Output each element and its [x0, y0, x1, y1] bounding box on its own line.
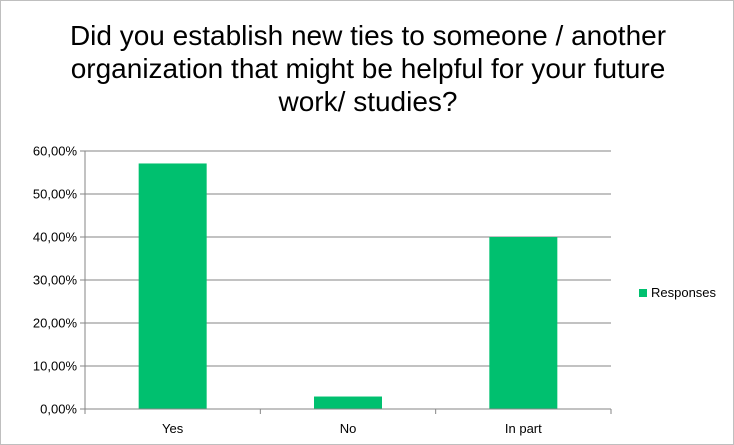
- chart-title: Did you establish new ties to someone / …: [69, 20, 667, 117]
- y-tick-label: 30,00%: [33, 273, 78, 288]
- y-tick-label: 20,00%: [33, 316, 78, 331]
- bar-no: [314, 396, 382, 409]
- y-tick-label: 60,00%: [33, 144, 78, 159]
- y-tick-label: 40,00%: [33, 230, 78, 245]
- y-tick-label: 0,00%: [40, 402, 77, 417]
- x-tick-labels: Yes No In part: [84, 409, 612, 436]
- x-tick-label: No: [340, 421, 357, 436]
- legend-swatch-responses: [639, 288, 647, 297]
- bar-yes: [138, 163, 207, 409]
- x-tick-label: In part: [505, 421, 542, 436]
- y-tick-label: 50,00%: [33, 187, 78, 202]
- y-tick-labels: 0,00% 10,00% 20,00% 30,00% 40,00% 50,00% 60,00…: [33, 144, 85, 417]
- bars: [138, 163, 558, 409]
- y-tick-label: 10,00%: [33, 359, 78, 374]
- x-tick-label: Yes: [162, 421, 184, 436]
- legend-label-responses: Responses: [651, 285, 717, 300]
- bar-in-part: [489, 237, 558, 409]
- legend: Responses: [639, 285, 716, 300]
